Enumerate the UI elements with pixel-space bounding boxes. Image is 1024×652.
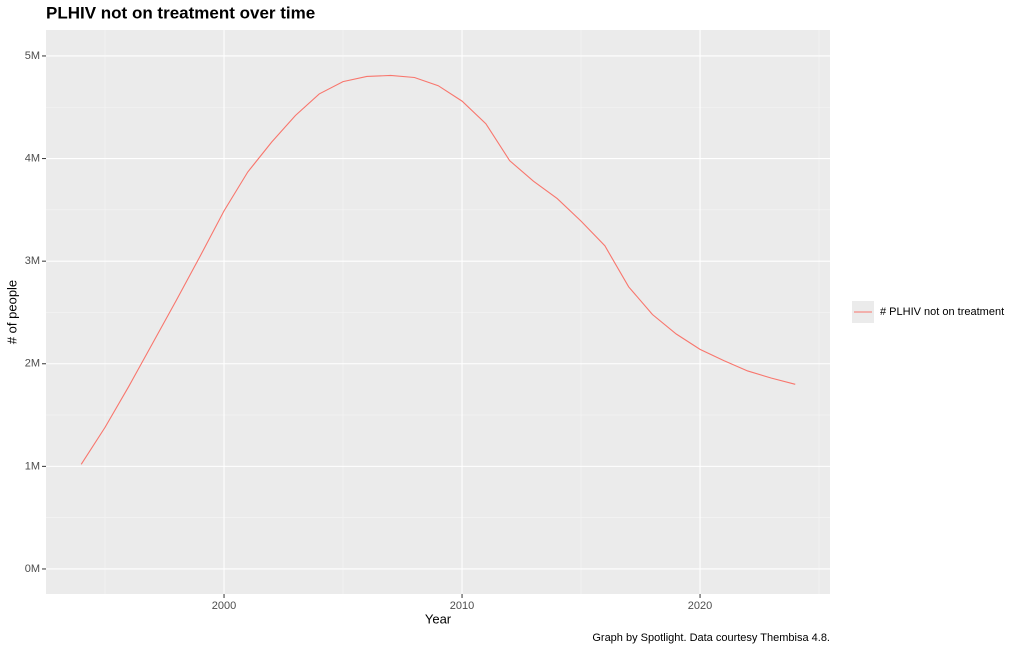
y-tick-label: 5M (25, 50, 40, 62)
y-tick-label: 0M (25, 563, 40, 575)
x-axis-title: Year (425, 611, 452, 626)
x-tick-label: 2000 (212, 600, 236, 612)
chart-title: PLHIV not on treatment over time (46, 3, 315, 22)
x-tick-label: 2020 (688, 600, 712, 612)
y-tick-label: 1M (25, 460, 40, 472)
grid (46, 30, 830, 594)
y-tick-label: 4M (25, 152, 40, 164)
caption: Graph by Spotlight. Data courtesy Thembi… (592, 632, 830, 644)
panel (46, 30, 830, 594)
legend-label: # PLHIV not on treatment (880, 306, 1004, 318)
y-axis-title: # of people (4, 280, 19, 344)
y-tick-label: 3M (25, 255, 40, 267)
y-tick-label: 2M (25, 358, 40, 370)
x-tick-label: 2010 (450, 600, 474, 612)
data-line (80, 74, 796, 465)
